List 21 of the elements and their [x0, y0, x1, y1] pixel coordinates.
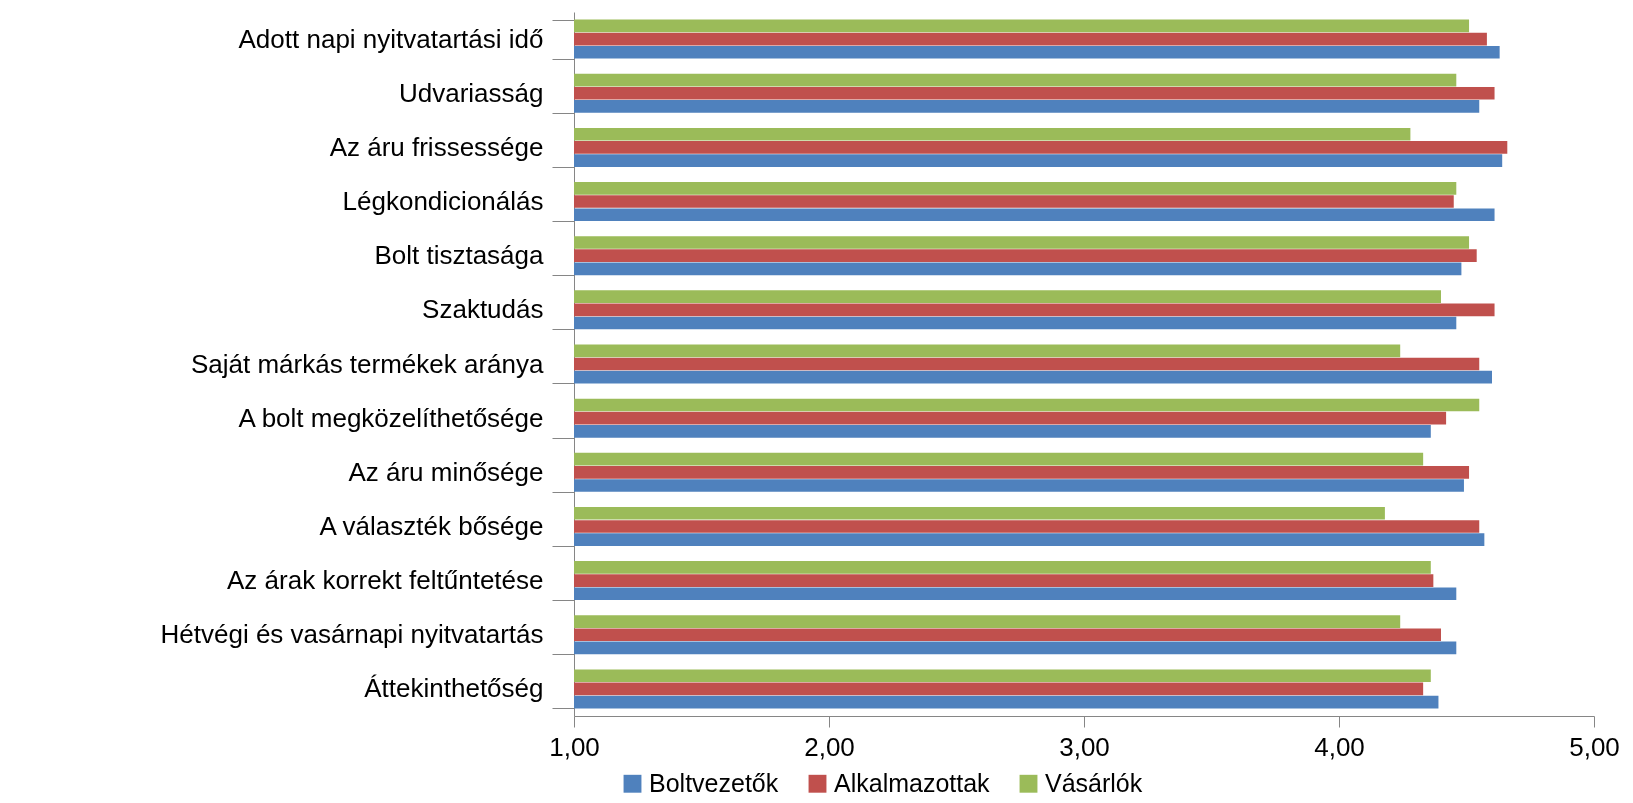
y-tick-label: A választék bősége — [319, 510, 544, 541]
y-tick-label: Hétvégi és vasárnapi nyitvatartás — [160, 619, 544, 650]
y-tick-label: Az árak korrekt feltűntetése — [227, 565, 544, 596]
legend-label: Vásárlók — [1045, 768, 1143, 797]
y-tick-label: Bolt tisztasága — [374, 240, 545, 271]
legend-label: Alkalmazottak — [834, 768, 991, 797]
x-tick-label: 1,00 — [549, 731, 600, 762]
y-tick-label: Áttekinthetőség — [364, 673, 544, 704]
y-tick-label: Udvariasság — [398, 77, 544, 108]
x-tick-label: 4,00 — [1314, 731, 1365, 762]
y-tick-label: Légkondicionálás — [342, 186, 544, 217]
y-tick-label: Saját márkás termékek aránya — [190, 348, 545, 379]
y-tick-label: Az áru frissessége — [329, 131, 544, 162]
y-tick-label: Szaktudás — [422, 294, 544, 325]
x-tick-label: 5,00 — [1569, 731, 1620, 762]
x-tick-label: 2,00 — [804, 731, 855, 762]
y-tick-label: A bolt megközelíthetősége — [238, 402, 544, 433]
legend-label: Boltvezetők — [649, 768, 779, 797]
y-tick-label: Adott napi nyitvatartási idő — [238, 23, 544, 54]
y-tick-label: Az áru minősége — [348, 456, 544, 487]
x-tick-label: 3,00 — [1059, 731, 1110, 762]
